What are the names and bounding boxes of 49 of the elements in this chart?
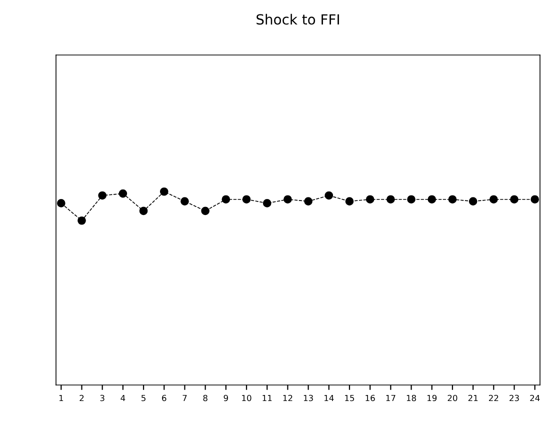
x-tick-label: 21 [468, 394, 478, 402]
x-tick-label: 5 [142, 394, 146, 402]
point [160, 187, 168, 196]
point [242, 195, 251, 204]
x-tick-label: 4 [120, 394, 126, 402]
x-tick-label: 12 [283, 394, 292, 402]
x-tick-label: 13 [304, 394, 313, 402]
point [386, 195, 395, 204]
point [56, 199, 66, 208]
point [118, 189, 128, 198]
point [510, 195, 518, 204]
x-tick-label: 15 [345, 394, 354, 402]
point [530, 195, 540, 204]
point [407, 195, 416, 204]
x-tick-label: 16 [366, 394, 375, 402]
point [78, 216, 86, 225]
point [139, 206, 148, 216]
point [180, 197, 189, 206]
point [222, 195, 230, 204]
point [324, 191, 334, 200]
point [284, 195, 292, 204]
x-tick-label: 20 [448, 394, 458, 402]
chart-title: Shock to FFI [256, 14, 339, 25]
x-tick-label: 11 [262, 394, 272, 402]
point [98, 191, 107, 200]
point [489, 195, 498, 204]
x-tick-label: 17 [386, 394, 396, 402]
x-tick-label: 7 [182, 394, 187, 402]
point [366, 195, 374, 204]
point [262, 199, 272, 208]
x-tick-label: 14 [324, 394, 334, 402]
x-tick-label: 3 [100, 394, 104, 402]
point [428, 195, 436, 204]
x-tick-label: 23 [510, 394, 519, 402]
x-tick-label: 19 [427, 394, 437, 402]
point [448, 195, 457, 204]
x-tick-label: 22 [488, 394, 498, 402]
point [468, 197, 478, 206]
point [304, 197, 312, 206]
x-tick-label: 6 [162, 394, 166, 402]
x-tick-label: 1 [59, 394, 64, 402]
x-tick-label: 10 [242, 394, 252, 402]
point [201, 206, 210, 216]
x-tick-label: 8 [203, 394, 208, 402]
x-tick-label: 9 [224, 394, 228, 402]
point [345, 197, 354, 206]
x-tick-label: 24 [530, 394, 540, 402]
x-tick-label: 2 [80, 394, 84, 402]
x-tick-label: 18 [406, 394, 416, 402]
